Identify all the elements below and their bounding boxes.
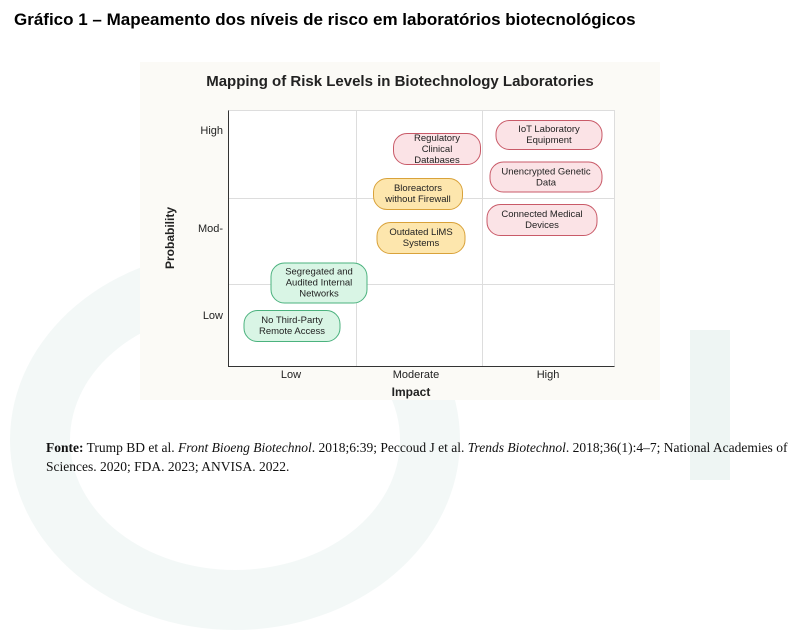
source-note: Fonte: Trump BD et al. Front Bioeng Biot… xyxy=(46,438,793,476)
risk-item: Regulatory Clinical Databases xyxy=(393,133,481,166)
watermark xyxy=(690,330,730,480)
source-label: Fonte: xyxy=(46,440,84,455)
x-tick-label: Moderate xyxy=(392,369,440,381)
gridline xyxy=(356,111,357,366)
x-tick-label: Low xyxy=(280,369,302,381)
risk-item: Connected Medical Devices xyxy=(486,204,598,236)
x-axis-label: Impact xyxy=(391,385,431,399)
risk-item: No Third-Party Remote Access xyxy=(243,310,341,342)
chart-title: Mapping of Risk Levels in Biotechnology … xyxy=(206,73,594,90)
source-text: Trends Biotechnol xyxy=(467,440,566,455)
y-tick-label: Low xyxy=(202,310,223,322)
risk-item: Bloreactors without Firewall xyxy=(373,178,463,210)
risk-item: Segregated and Audited Internal Networks xyxy=(270,262,368,304)
y-tick-label: High xyxy=(200,125,223,137)
plot-area: IoT Laboratory Equipment Regulatory Clini… xyxy=(228,110,615,367)
source-text: Front Bioeng Biotechnol xyxy=(178,440,312,455)
x-tick-label: High xyxy=(536,369,560,381)
y-tick-label: Mod- xyxy=(197,223,223,235)
source-text: . 2018;36(1):4–7; National Academies of … xyxy=(46,440,788,474)
gridline xyxy=(482,111,483,366)
risk-item: IoT Laboratory Equipment xyxy=(495,120,603,150)
chart-panel: Mapping of Risk Levels in Biotechnology … xyxy=(140,62,660,400)
y-axis-label: Probability xyxy=(163,206,177,270)
risk-item: Unencrypted Genetic Data xyxy=(489,161,603,193)
source-text: Trump BD et al. xyxy=(83,440,179,455)
source-text: . 2018;6:39; Peccoud J et al. xyxy=(311,440,468,455)
risk-item: Outdated LiMS Systems xyxy=(376,222,466,254)
gridline xyxy=(229,284,614,285)
figure-caption: Gráfico 1 – Mapeamento dos níveis de ris… xyxy=(14,10,636,29)
